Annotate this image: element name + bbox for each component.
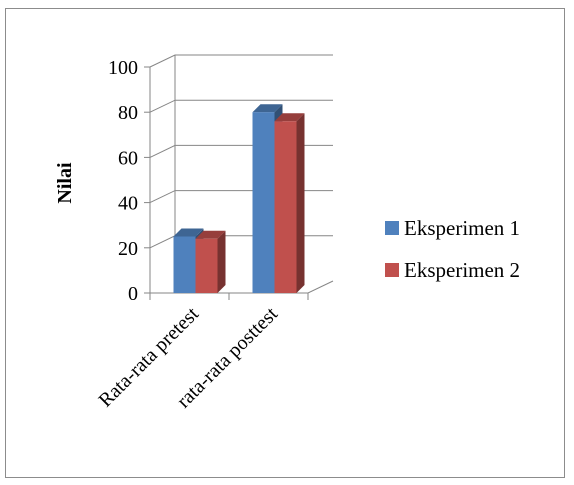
bar-front: [195, 238, 218, 293]
bar-side: [296, 113, 305, 294]
legend-label: Eksperimen 1: [404, 216, 520, 240]
legend: Eksperimen 1 Eksperimen 2: [385, 216, 520, 282]
bar-top: [195, 230, 226, 239]
y-tick-label: 0: [128, 283, 138, 305]
bar: [274, 113, 305, 294]
legend-label: Eksperimen 2: [404, 258, 520, 282]
bar: [195, 230, 226, 293]
y-tick-label: 80: [118, 102, 138, 124]
gridline: [149, 54, 333, 68]
y-tick-label: 100: [108, 57, 138, 79]
legend-swatch: [385, 263, 399, 277]
bar-top: [274, 113, 305, 122]
legend-swatch: [385, 221, 399, 235]
bar-side: [217, 230, 226, 293]
gridlines: [149, 54, 333, 249]
y-tick-label: 20: [118, 238, 138, 260]
axes: [144, 55, 334, 300]
gridline: [149, 99, 333, 113]
gridline: [149, 190, 333, 204]
bar-top: [252, 104, 283, 113]
bar-top: [173, 228, 204, 237]
bar-front: [274, 121, 297, 294]
gridline: [149, 144, 333, 158]
bars: [173, 104, 305, 294]
y-tick-label: 40: [118, 193, 138, 215]
bar-front: [252, 112, 275, 293]
y-axis-label: Nilai: [54, 162, 76, 204]
y-tick-label: 60: [118, 147, 138, 169]
y-tick-labels: 0 20 40 60 80 100: [108, 57, 138, 305]
bar-front: [173, 236, 196, 293]
